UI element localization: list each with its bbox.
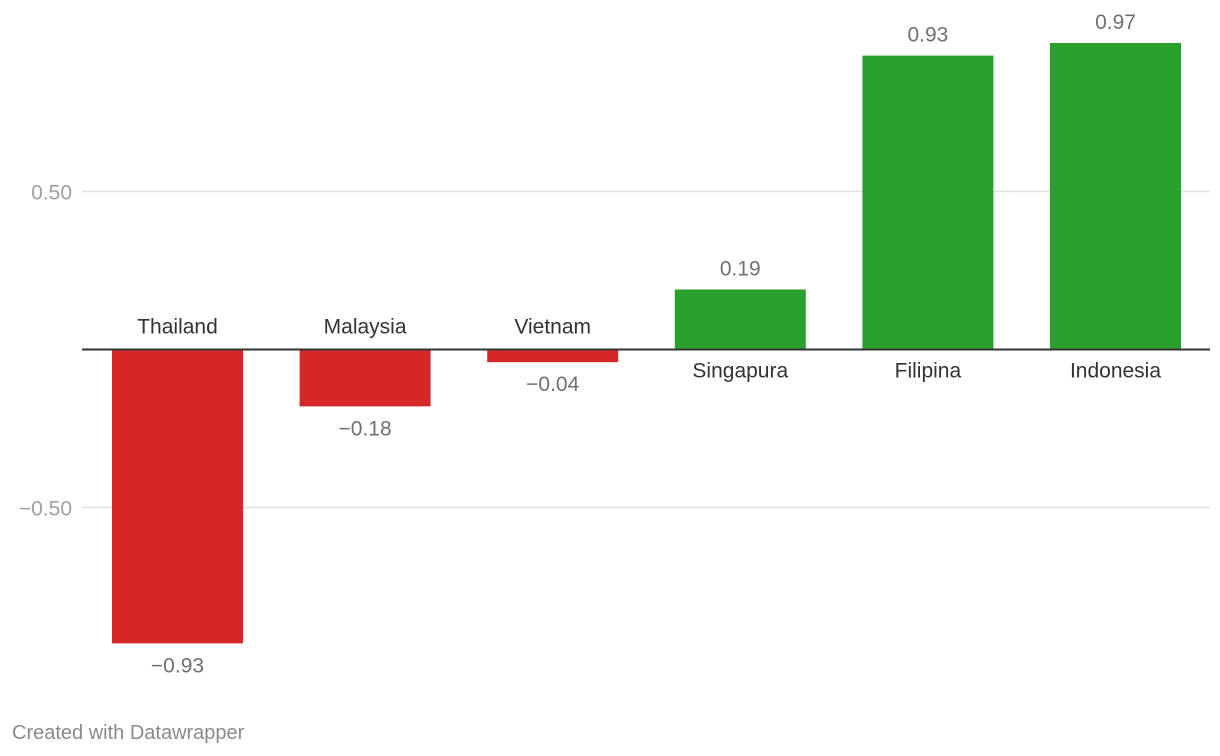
category-label: Singapura <box>692 360 788 383</box>
value-label: 0.97 <box>1095 11 1136 34</box>
y-tick-label: 0.50 <box>31 182 72 205</box>
value-label: 0.93 <box>907 24 948 47</box>
bar-vietnam <box>487 349 619 363</box>
category-label: Thailand <box>137 316 218 339</box>
category-label: Malaysia <box>324 316 407 339</box>
bar-filipina <box>862 55 994 350</box>
gridlines <box>82 190 1210 509</box>
value-label: −0.04 <box>526 373 579 396</box>
bar-malaysia <box>299 349 431 407</box>
bar-singapura <box>674 289 806 350</box>
datawrapper-credit: Created with Datawrapper <box>12 722 245 744</box>
value-label: −0.93 <box>151 654 204 677</box>
category-label: Indonesia <box>1070 360 1161 383</box>
category-label: Vietnam <box>514 316 591 339</box>
labels: 0.50 −0.50 −0.93 Thailand −0.18 Malaysia −0.04… <box>19 11 1161 677</box>
y-tick-label: −0.50 <box>19 498 72 521</box>
bar-indonesia <box>1050 42 1181 350</box>
bars <box>82 42 1210 644</box>
value-label: −0.18 <box>339 417 392 440</box>
value-label: 0.19 <box>720 257 761 280</box>
bar-thailand <box>112 349 243 644</box>
category-label: Filipina <box>895 360 962 383</box>
